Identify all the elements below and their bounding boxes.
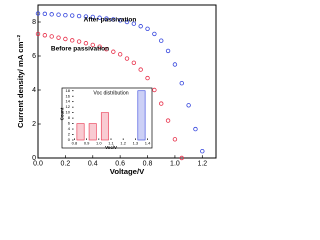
data-point: [97, 15, 102, 20]
data-point: [104, 47, 109, 52]
data-point: [76, 13, 82, 19]
data-point: [76, 39, 82, 44]
x-axis-label: Voc/V: [105, 145, 117, 150]
series-label: After passivation: [84, 17, 137, 24]
data-point: [90, 42, 95, 48]
data-point: [117, 52, 123, 57]
y-tick-label: 14: [66, 99, 71, 104]
inset-title: Voc distribution: [93, 90, 128, 96]
x-tick-label: 0.8: [143, 160, 153, 167]
data-point: [152, 87, 157, 93]
data-point: [35, 11, 41, 16]
data-point: [56, 35, 61, 40]
data-point: [42, 11, 48, 17]
data-point: [70, 38, 75, 43]
x-axis-label: Voltage/V: [110, 167, 145, 176]
data-point: [49, 12, 54, 17]
data-point: [159, 101, 164, 106]
data-point: [200, 148, 205, 154]
plot-frame: [37, 4, 217, 159]
y-tick-label: 6: [32, 53, 36, 60]
histogram-bar: [100, 112, 109, 141]
data-point: [111, 17, 116, 22]
y-tick-label: 0: [68, 137, 71, 142]
data-point: [83, 41, 89, 46]
data-point: [83, 14, 89, 19]
data-point: [131, 60, 137, 65]
x-tick-label: 1.0: [170, 160, 180, 167]
y-tick-label: 18: [66, 88, 71, 93]
histogram-bar: [88, 123, 97, 141]
data-point: [145, 26, 150, 31]
x-tick-label: 0.6: [115, 160, 125, 167]
data-point: [56, 12, 61, 17]
y-tick-label: 10: [66, 110, 71, 115]
data-point: [90, 14, 95, 20]
data-point: [179, 80, 184, 86]
data-point: [42, 33, 48, 38]
x-tick-label: 0.8: [72, 140, 78, 145]
y-tick-label: 0: [32, 155, 36, 162]
data-point: [172, 62, 178, 67]
data-point: [97, 44, 102, 49]
y-axis-label: Current density/ mA cm⁻²: [16, 35, 25, 128]
data-point: [131, 21, 137, 26]
y-tick-label: 4: [68, 126, 71, 131]
data-point: [165, 118, 171, 123]
y-tick-label: 12: [66, 104, 71, 109]
y-tick-label: 2: [68, 132, 71, 137]
data-point: [70, 13, 75, 18]
x-tick-label: 0.0: [33, 160, 43, 167]
data-point: [124, 19, 130, 25]
series-label: Before passivation: [51, 46, 109, 53]
x-tick-label: 1.4: [145, 140, 151, 145]
y-axis-label: Count: [60, 107, 65, 120]
data-point: [152, 31, 157, 37]
chart: 0.0 0.2 0.4 0.6 0.8 1.0 1.202468Voltage/VCurre…: [16, 4, 217, 176]
y-tick-label: 4: [32, 87, 36, 94]
data-point: [63, 36, 68, 42]
data-point: [35, 31, 41, 37]
y-tick-label: 8: [68, 115, 71, 120]
histogram-bar: [76, 123, 85, 141]
x-tick-label: 1.3: [133, 140, 139, 145]
histogram-bar: [137, 90, 146, 141]
data-point: [104, 16, 109, 21]
data-point: [172, 137, 178, 142]
y-tick-label: 2: [32, 121, 36, 128]
data-point: [111, 49, 116, 54]
data-point: [138, 67, 143, 72]
y-tick-label: 16: [66, 93, 71, 98]
x-tick-label: 0.9: [84, 140, 90, 145]
data-point: [159, 38, 164, 43]
data-point: [138, 24, 143, 29]
data-point: [179, 155, 184, 161]
y-tick-label: 6: [68, 121, 71, 126]
x-tick-label: 1.1: [108, 140, 114, 145]
data-point: [124, 56, 130, 61]
data-point: [165, 48, 171, 54]
x-tick-label: 1.2: [197, 160, 207, 167]
data-point: [186, 103, 191, 108]
data-point: [49, 34, 54, 39]
data-point: [117, 18, 123, 23]
data-point: [193, 126, 198, 132]
data-point: [145, 75, 150, 81]
y-tick-label: 8: [32, 19, 36, 26]
x-tick-label: 0.2: [61, 160, 71, 167]
x-tick-label: 1.2: [120, 140, 126, 145]
x-tick-label: 0.4: [88, 160, 98, 167]
x-tick-label: 1.0: [96, 140, 102, 145]
data-point: [63, 12, 68, 18]
